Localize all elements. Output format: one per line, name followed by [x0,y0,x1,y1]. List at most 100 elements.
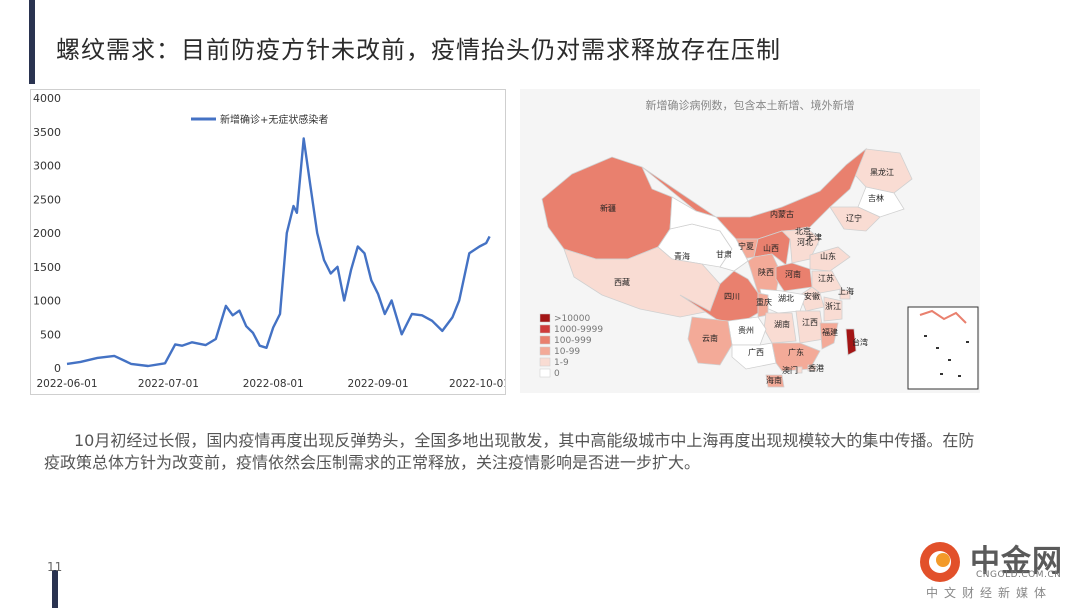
province-shape [809,246,851,272]
map-title: 新增确诊病例数，包含本土新增、境外新增 [646,98,855,112]
province-shape [829,206,881,232]
x-tick-label: 2022-10-01 [449,378,505,390]
map-shapes [541,147,913,388]
province-shape [845,328,857,356]
x-tick-label: 2022-06-01 [36,378,97,390]
province-shape [823,296,843,322]
inset-island [936,347,939,349]
page-title: 螺纹需求：目前防疫方针未改前，疫情抬头仍对需求释放存在压制 [56,36,781,64]
legend-label: 0 [554,369,560,379]
province-shape [807,364,817,372]
province-label: 西藏 [614,277,630,287]
legend-swatch [539,324,551,334]
province-label: 台湾 [852,337,868,347]
province-label: 吉林 [868,193,884,203]
province-label: 江苏 [818,273,834,283]
province-shape [857,186,905,218]
province-label: 河北 [797,237,813,247]
legend-swatch [539,313,551,323]
inset-island [948,359,951,361]
province-label: 浙江 [825,301,841,311]
watermark-url: CNGOLD.COM.CN [976,570,1062,580]
province-label: 江西 [802,318,818,327]
watermark: 中金网 CNGOLD.COM.CN 中文财经新媒体 [918,534,1078,606]
x-tick-label: 2022-07-01 [138,378,199,390]
y-tick-label: 3500 [33,126,61,139]
province-label: 青海 [674,251,690,261]
y-tick-label: 1500 [33,261,61,274]
legend-swatch [539,335,551,345]
province-label: 四川 [724,292,740,301]
province-label: 云南 [702,333,718,343]
watermark-logo-icon [920,542,960,582]
province-shape [687,316,733,366]
province-label: 黑龙江 [870,167,894,177]
legend-label: 1000-9999 [554,325,603,335]
province-shape [765,374,785,388]
province-label: 甘肃 [716,249,732,259]
accent-bar [29,0,35,84]
legend-label: 10-99 [554,347,580,357]
province-shape [799,286,825,312]
province-label: 上海 [838,286,854,296]
x-tick-label: 2022-08-01 [243,378,304,390]
province-label: 宁夏 [738,241,754,251]
x-tick-label: 2022-09-01 [348,378,409,390]
legend-swatch [539,357,551,367]
series-line [66,137,491,368]
y-tick-label: 2500 [33,193,61,206]
province-label: 海南 [766,375,782,385]
accent-bar-bottom [52,570,58,608]
watermark-subtitle: 中文财经新媒体 [926,586,1053,600]
province-label: 山东 [820,251,836,261]
page-number: 11 [47,560,63,574]
province-label: 湖南 [774,319,790,329]
legend-swatch [539,368,551,378]
y-tick-label: 0 [54,362,61,375]
legend-label: >10000 [554,314,590,324]
inset-island [924,335,927,337]
province-label: 福建 [822,327,838,337]
province-shape [819,322,839,350]
body-paragraph: 10月初经过长假，国内疫情再度出现反弹势头，全国多地出现散发，其中高能级城市中上… [44,431,975,472]
province-shape [669,196,749,272]
line-chart-svg: 0 500 1000 1500 2000 2500 3000 3500 4000 2022-06-… [33,92,505,390]
south-china-sea-inset [907,306,979,390]
province-label: 广东 [788,347,804,357]
province-label: 安徽 [804,291,820,301]
province-shape [839,288,851,300]
province-label: 贵州 [738,325,754,335]
legend-label: 100-999 [554,336,592,346]
province-shape [811,270,843,294]
province-label: 陕西 [758,267,774,277]
legend-swatch [539,346,551,356]
province-label: 新疆 [600,203,616,213]
province-label: 香港 [808,363,824,373]
province-label: 天津 [806,232,822,242]
inset-island [966,341,969,343]
inset-frame [907,306,979,390]
line-chart: 0 500 1000 1500 2000 2500 3000 3500 4000 2022-06-… [30,89,506,395]
y-tick-label: 4000 [33,92,61,105]
inset-island [958,375,961,377]
legend-label: 1-9 [554,358,569,368]
watermark-name: 中金网 [970,544,1063,579]
y-tick-label: 500 [40,328,61,341]
province-label: 辽宁 [846,213,862,223]
province-label: 湖北 [778,294,794,303]
y-tick-label: 3000 [33,160,61,173]
legend-label: 新增确诊+无症状感染者 [220,113,328,126]
inset-island [940,373,943,375]
province-label: 山西 [763,243,779,253]
province-label: 北京 [795,226,811,236]
y-tick-label: 2000 [33,227,61,240]
china-map-panel: 新增确诊病例数，包含本土新增、境外新增 黑龙江吉林 辽宁 新疆内蒙古 北京 天津 河北 宁夏… [520,89,980,393]
province-shape [795,366,803,374]
province-label: 河南 [785,269,801,279]
province-label: 内蒙古 [770,209,794,219]
y-tick-label: 1000 [33,295,61,308]
province-label: 广西 [748,347,764,357]
